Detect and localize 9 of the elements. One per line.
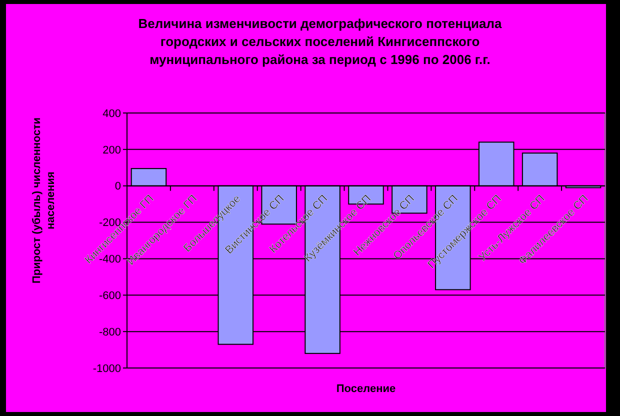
y-tick-label: -600 [98,290,121,302]
y-tick-label: 0 [114,180,121,193]
chart-title: Величина изменчивости демографического потенциала городских и сельских поселений Кингисеппского муниципального района за период с 1996 по 2006 г.г. [138,16,502,67]
x-axis-title: Поселение [336,383,396,395]
y-tick-label: -800 [98,326,121,338]
y-tick-label: -1000 [92,362,121,375]
y-axis-title: Прирост (убыль) численности населения [31,117,57,284]
y-tick-label: 400 [102,108,121,120]
y-tick-label: 200 [102,144,121,156]
